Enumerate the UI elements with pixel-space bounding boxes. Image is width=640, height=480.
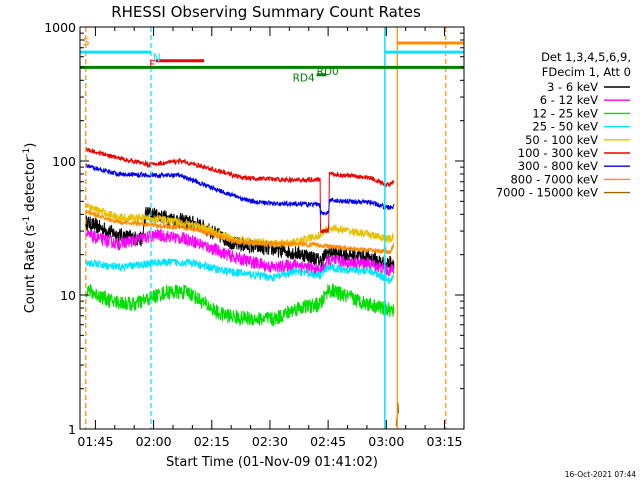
- series-line-8: [85, 209, 395, 255]
- y-tick-label: 100: [52, 154, 76, 169]
- axis-layer: 01:45 02:00 02:15 02:30 02:45 03:00 03:15 1 10 10…: [44, 20, 465, 449]
- series-line-2: [85, 229, 395, 277]
- y-tick-label: 10: [60, 288, 76, 303]
- x-tick-label: 03:00: [368, 434, 404, 449]
- flag-label-rd4: RD4: [293, 72, 315, 84]
- x-axis-label: Start Time (01-Nov-09 01:41:02): [166, 455, 378, 470]
- legend-label: 3 - 6 keV: [547, 80, 598, 94]
- flag-label-f: F: [149, 59, 155, 71]
- legend: Det 1,3,4,5,6,9, FDecim 1, Att 0 3 - 6 k…: [496, 50, 631, 200]
- legend-label: 7000 - 15000 keV: [496, 186, 598, 200]
- legend-label: 300 - 800 keV: [518, 159, 598, 173]
- flag-label-rd0: RD0: [317, 66, 339, 78]
- y-axis-label-part2: detector: [23, 156, 38, 216]
- y-axis-label-sup1: -1: [22, 216, 32, 225]
- y-axis-label-sup2: -1: [22, 148, 32, 157]
- series-line-5: [85, 202, 395, 249]
- legend-label: 50 - 100 keV: [525, 133, 598, 147]
- series-line-4: [85, 258, 395, 285]
- series-line-6: [85, 146, 395, 234]
- y-axis-label-part1: Count Rate (s: [23, 225, 38, 314]
- x-tick-label: 02:00: [136, 434, 172, 449]
- y-tick-label: 1: [68, 422, 76, 437]
- legend-label: 6 - 12 keV: [540, 93, 598, 107]
- series-line-7: [85, 163, 395, 217]
- x-tick-label: 03:15: [426, 434, 462, 449]
- y-tick-label: 1000: [44, 20, 76, 35]
- flag-label-n: N: [153, 53, 161, 65]
- legend-label: 12 - 25 keV: [532, 106, 598, 120]
- x-tick-label: 01:45: [77, 434, 113, 449]
- legend-header-line1: Det 1,3,4,5,6,9,: [541, 50, 631, 64]
- legend-label: 800 - 7000 keV: [510, 172, 598, 186]
- series-layer: [85, 146, 400, 427]
- legend-label: 25 - 50 keV: [532, 120, 598, 134]
- x-tick-label: 02:15: [194, 434, 230, 449]
- plot-timestamp: 16-Oct-2021 07:44: [565, 470, 636, 479]
- series-line-3: [85, 283, 395, 328]
- x-tick-label: 02:30: [252, 434, 288, 449]
- legend-header-line2: FDecim 1, Att 0: [542, 65, 631, 79]
- plot-frame: [79, 26, 465, 430]
- chart-title: RHESSI Observing Summary Count Rates: [111, 3, 421, 21]
- y-axis-label-part3: ): [23, 143, 38, 148]
- y-axis-label: Count Rate (s-1 detector-1): [22, 143, 38, 314]
- legend-label: 100 - 300 keV: [518, 146, 598, 160]
- flag-label-s: S: [83, 36, 90, 48]
- x-tick-label: 02:45: [310, 434, 346, 449]
